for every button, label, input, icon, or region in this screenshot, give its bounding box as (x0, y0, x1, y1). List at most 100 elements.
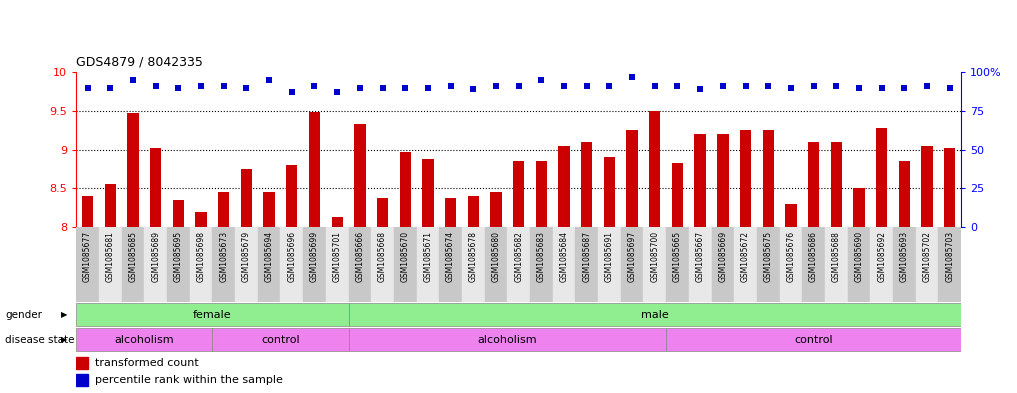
Point (442, 83, 459, 89)
Bar (763, 130, 774, 227)
Point (601, 83, 617, 89)
Bar (604, 157, 615, 227)
Bar (785, 204, 796, 227)
Point (374, 84, 391, 91)
Bar (195, 211, 206, 227)
Point (420, 84, 436, 91)
Bar (76, 303, 349, 326)
Text: GSM1085689: GSM1085689 (152, 231, 161, 282)
Point (692, 86, 708, 92)
Bar (167, 227, 190, 302)
Text: GSM1085682: GSM1085682 (515, 231, 523, 282)
Point (216, 83, 232, 89)
Point (942, 84, 958, 91)
Point (488, 83, 504, 89)
Bar (394, 227, 417, 302)
Point (238, 84, 254, 91)
Point (352, 84, 368, 91)
Text: GSM1085697: GSM1085697 (627, 231, 637, 282)
Bar (666, 329, 961, 351)
Text: GSM1085671: GSM1085671 (423, 231, 432, 282)
Bar (530, 227, 552, 302)
Text: GSM1085670: GSM1085670 (401, 231, 410, 282)
Text: alcoholism: alcoholism (115, 334, 174, 345)
Text: GSM1085692: GSM1085692 (877, 231, 886, 282)
Text: GSM1085694: GSM1085694 (264, 231, 274, 282)
Bar (712, 227, 734, 302)
Bar (899, 161, 910, 227)
Point (805, 83, 822, 89)
Bar (76, 329, 213, 351)
Text: control: control (261, 334, 300, 345)
Bar (598, 227, 620, 302)
Text: GSM1085675: GSM1085675 (764, 231, 773, 282)
Point (284, 89, 300, 95)
Bar (536, 161, 547, 227)
Text: GSM1085666: GSM1085666 (355, 231, 364, 282)
Bar (173, 200, 184, 227)
Bar (213, 329, 349, 351)
Point (330, 89, 346, 95)
Point (533, 77, 549, 83)
Bar (462, 227, 485, 302)
Bar (717, 134, 728, 227)
Text: GDS4879 / 8042335: GDS4879 / 8042335 (76, 55, 203, 68)
Text: GSM1085690: GSM1085690 (854, 231, 863, 282)
Bar (853, 188, 864, 227)
Bar (831, 142, 842, 227)
Text: GSM1085677: GSM1085677 (83, 231, 93, 282)
Bar (672, 163, 683, 227)
Bar (468, 196, 479, 227)
Point (783, 84, 799, 91)
Bar (439, 227, 462, 302)
Text: GSM1085703: GSM1085703 (945, 231, 954, 282)
Text: female: female (193, 310, 232, 320)
Text: GSM1085676: GSM1085676 (786, 231, 795, 282)
Text: control: control (794, 334, 833, 345)
Bar (649, 111, 660, 227)
Bar (144, 227, 167, 302)
Bar (190, 227, 213, 302)
Bar (241, 169, 252, 227)
Point (919, 83, 936, 89)
Point (261, 77, 278, 83)
Bar (576, 227, 598, 302)
Bar (802, 227, 825, 302)
Bar (825, 227, 847, 302)
Bar (349, 329, 666, 351)
Point (874, 84, 890, 91)
Bar (944, 148, 955, 227)
Bar (581, 142, 592, 227)
Point (397, 84, 413, 91)
Bar (303, 227, 325, 302)
Bar (213, 227, 235, 302)
Bar (235, 227, 257, 302)
Text: GSM1085702: GSM1085702 (922, 231, 932, 282)
Bar (507, 227, 530, 302)
Point (851, 84, 868, 91)
Bar (740, 130, 752, 227)
Text: GSM1085669: GSM1085669 (718, 231, 727, 282)
Text: GSM1085665: GSM1085665 (673, 231, 682, 282)
Bar (847, 227, 871, 302)
Text: GSM1085693: GSM1085693 (900, 231, 909, 282)
Bar (281, 227, 303, 302)
Point (511, 83, 527, 89)
Bar (332, 217, 343, 227)
Bar (626, 130, 638, 227)
Point (556, 83, 573, 89)
Bar (151, 148, 162, 227)
Point (624, 73, 641, 80)
Point (465, 86, 481, 92)
Bar (257, 227, 281, 302)
Bar (76, 227, 99, 302)
Point (579, 83, 595, 89)
Bar (422, 159, 433, 227)
Text: GSM1085695: GSM1085695 (174, 231, 183, 282)
Bar (871, 227, 893, 302)
Bar (485, 227, 507, 302)
Bar (666, 227, 689, 302)
Bar (349, 303, 961, 326)
Bar (325, 227, 349, 302)
Bar (921, 146, 933, 227)
